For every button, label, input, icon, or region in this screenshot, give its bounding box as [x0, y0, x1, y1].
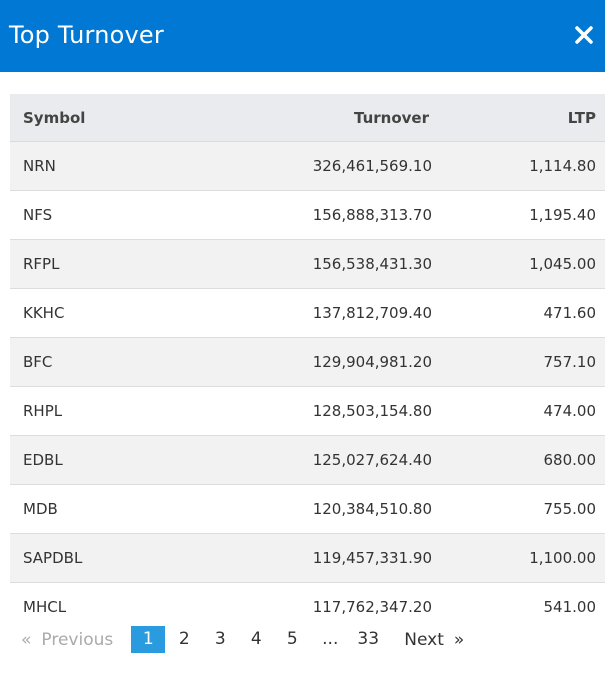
next-page-button[interactable]: Next »: [404, 630, 464, 650]
modal-header: Top Turnover: [0, 0, 605, 72]
page-4-button[interactable]: 4: [250, 629, 262, 649]
ltp-cell: 755.00: [432, 484, 605, 534]
double-left-arrow-icon: «: [21, 629, 32, 650]
ltp-cell: 1,195.40: [432, 190, 605, 240]
table-row: NFS 156,888,313.70 1,195.40: [10, 190, 605, 240]
symbol-cell: NFS: [10, 190, 223, 240]
ltp-cell: 541.00: [432, 582, 605, 631]
page-1-button[interactable]: 1: [131, 626, 166, 653]
turnover-cell: 117,762,347.20: [223, 582, 432, 631]
ltp-cell: 1,045.00: [432, 239, 605, 289]
column-header-turnover[interactable]: Turnover: [223, 94, 432, 142]
table-header-row: Symbol Turnover LTP: [10, 94, 605, 142]
turnover-cell: 137,812,709.40: [223, 288, 432, 338]
page-2-button[interactable]: 2: [178, 629, 190, 649]
table-row: BFC 129,904,981.20 757.10: [10, 337, 605, 387]
modal-title: Top Turnover: [9, 21, 164, 49]
ltp-cell: 680.00: [432, 435, 605, 485]
previous-page-button[interactable]: « Previous: [21, 630, 113, 650]
turnover-cell: 119,457,331.90: [223, 533, 432, 583]
symbol-cell: RHPL: [10, 386, 223, 436]
symbol-cell: NRN: [10, 141, 223, 191]
page-33-button[interactable]: 33: [357, 629, 380, 649]
turnover-table-container: Symbol Turnover LTP NRN 326,461,569.10 1…: [10, 94, 605, 631]
turnover-cell: 156,888,313.70: [223, 190, 432, 240]
table-row: MDB 120,384,510.80 755.00: [10, 484, 605, 534]
pagination: « Previous 1 2 3 4 5 ... 33 Next »: [13, 626, 464, 653]
ltp-cell: 474.00: [432, 386, 605, 436]
ltp-cell: 471.60: [432, 288, 605, 338]
table-row: MHCL 117,762,347.20 541.00: [10, 582, 605, 631]
turnover-cell: 128,503,154.80: [223, 386, 432, 436]
symbol-cell: SAPDBL: [10, 533, 223, 583]
close-icon: [575, 26, 593, 44]
ltp-cell: 1,100.00: [432, 533, 605, 583]
symbol-cell: RFPL: [10, 239, 223, 289]
turnover-cell: 125,027,624.40: [223, 435, 432, 485]
symbol-cell: EDBL: [10, 435, 223, 485]
ltp-cell: 757.10: [432, 337, 605, 387]
next-label: Next: [404, 629, 444, 650]
table-row: RHPL 128,503,154.80 474.00: [10, 386, 605, 436]
close-button[interactable]: [574, 25, 594, 45]
column-header-ltp[interactable]: LTP: [432, 94, 605, 142]
table-row: SAPDBL 119,457,331.90 1,100.00: [10, 533, 605, 583]
table-row: RFPL 156,538,431.30 1,045.00: [10, 239, 605, 289]
ltp-cell: 1,114.80: [432, 141, 605, 191]
symbol-cell: MHCL: [10, 582, 223, 631]
pagination-ellipsis: ...: [322, 629, 339, 649]
previous-label: Previous: [41, 629, 114, 650]
table-row: EDBL 125,027,624.40 680.00: [10, 435, 605, 485]
turnover-cell: 156,538,431.30: [223, 239, 432, 289]
page-3-button[interactable]: 3: [214, 629, 226, 649]
turnover-table: Symbol Turnover LTP NRN 326,461,569.10 1…: [10, 94, 605, 631]
turnover-cell: 129,904,981.20: [223, 337, 432, 387]
turnover-cell: 326,461,569.10: [223, 141, 432, 191]
symbol-cell: KKHC: [10, 288, 223, 338]
table-row: KKHC 137,812,709.40 471.60: [10, 288, 605, 338]
symbol-cell: MDB: [10, 484, 223, 534]
page-5-button[interactable]: 5: [286, 629, 298, 649]
symbol-cell: BFC: [10, 337, 223, 387]
turnover-cell: 120,384,510.80: [223, 484, 432, 534]
double-right-arrow-icon: »: [453, 629, 465, 650]
table-row: NRN 326,461,569.10 1,114.80: [10, 141, 605, 191]
column-header-symbol[interactable]: Symbol: [10, 94, 223, 142]
